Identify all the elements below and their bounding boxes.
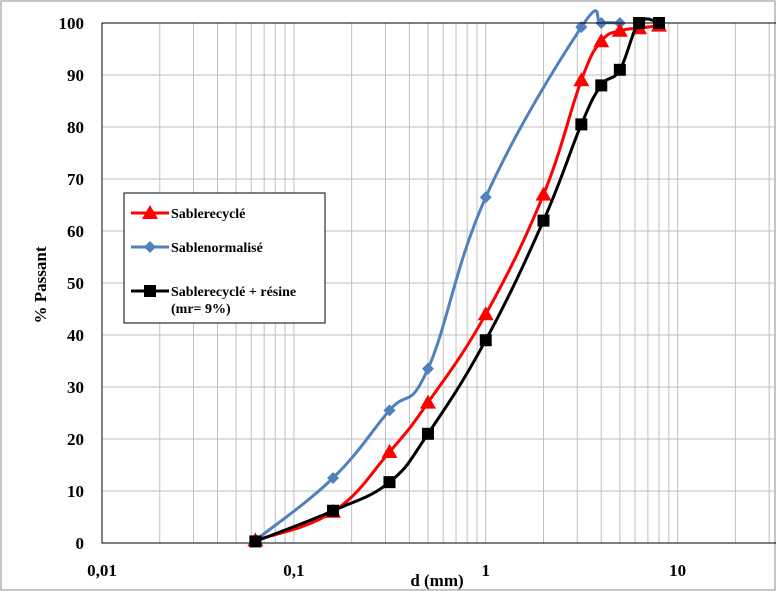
y-tick-label: 70 (67, 170, 84, 189)
legend-item: Sablerecyclé + résine (mr= 9%) (131, 285, 296, 317)
y-tick-label: 80 (67, 118, 84, 137)
data-point (575, 118, 588, 131)
legend-marker (144, 241, 156, 253)
tick-labels: 0 10 20 30 40 50 60 70 80 90 100 0,01 0,1 1 10 (59, 14, 687, 580)
legend-label-line2: (mr= 9%) (171, 302, 231, 317)
data-point (595, 79, 608, 92)
x-tick-label: 0,01 (87, 561, 117, 580)
data-point (611, 22, 628, 37)
y-tick-label: 30 (67, 378, 84, 397)
data-point (383, 404, 396, 417)
y-tick-label: 40 (67, 326, 84, 345)
data-point (419, 394, 436, 409)
x-tick-label: 10 (669, 561, 686, 580)
x-axis-title: d (mm) (410, 571, 463, 590)
legend: Sablerecyclé Sablenormalisé Sablerecyclé +… (123, 192, 326, 324)
data-point (477, 306, 494, 321)
y-tick-label: 100 (59, 14, 85, 33)
data-point (383, 476, 396, 489)
data-point (327, 504, 340, 517)
data-point (537, 214, 550, 227)
data-point (479, 334, 492, 347)
data-point (381, 444, 398, 458)
legend-item: Sablerecyclé (131, 205, 245, 222)
legend-box (123, 192, 326, 324)
data-point (479, 191, 492, 204)
plot-frame (101, 22, 776, 544)
series (247, 9, 668, 548)
y-tick-label: 0 (76, 534, 85, 553)
data-point (575, 21, 588, 34)
y-tick-label: 50 (67, 274, 84, 293)
series-sablerecycle-resine (249, 17, 666, 548)
legend-label: Sablerecyclé (171, 207, 245, 222)
data-point (535, 186, 552, 201)
x-tick-label: 1 (481, 561, 490, 580)
y-axis-title: % Passant (31, 246, 50, 323)
data-point (421, 427, 434, 440)
y-tick-label: 20 (67, 430, 84, 449)
y-tick-label: 60 (67, 222, 84, 241)
data-point (327, 472, 340, 484)
y-tick-label: 90 (67, 66, 84, 85)
legend-item: Sablenormalisé (131, 241, 263, 256)
x-tick-label: 0,1 (283, 561, 304, 580)
data-point (613, 63, 626, 76)
data-point (573, 72, 590, 87)
data-point (421, 362, 434, 375)
series-line (254, 9, 620, 542)
data-point (593, 33, 610, 48)
y-tick-label: 10 (67, 482, 84, 501)
legend-label: Sablenormalisé (171, 241, 263, 256)
legend-marker (142, 205, 158, 219)
legend-label: Sablerecyclé + résine (171, 285, 296, 300)
data-point (249, 535, 262, 548)
legend-marker (144, 285, 156, 297)
